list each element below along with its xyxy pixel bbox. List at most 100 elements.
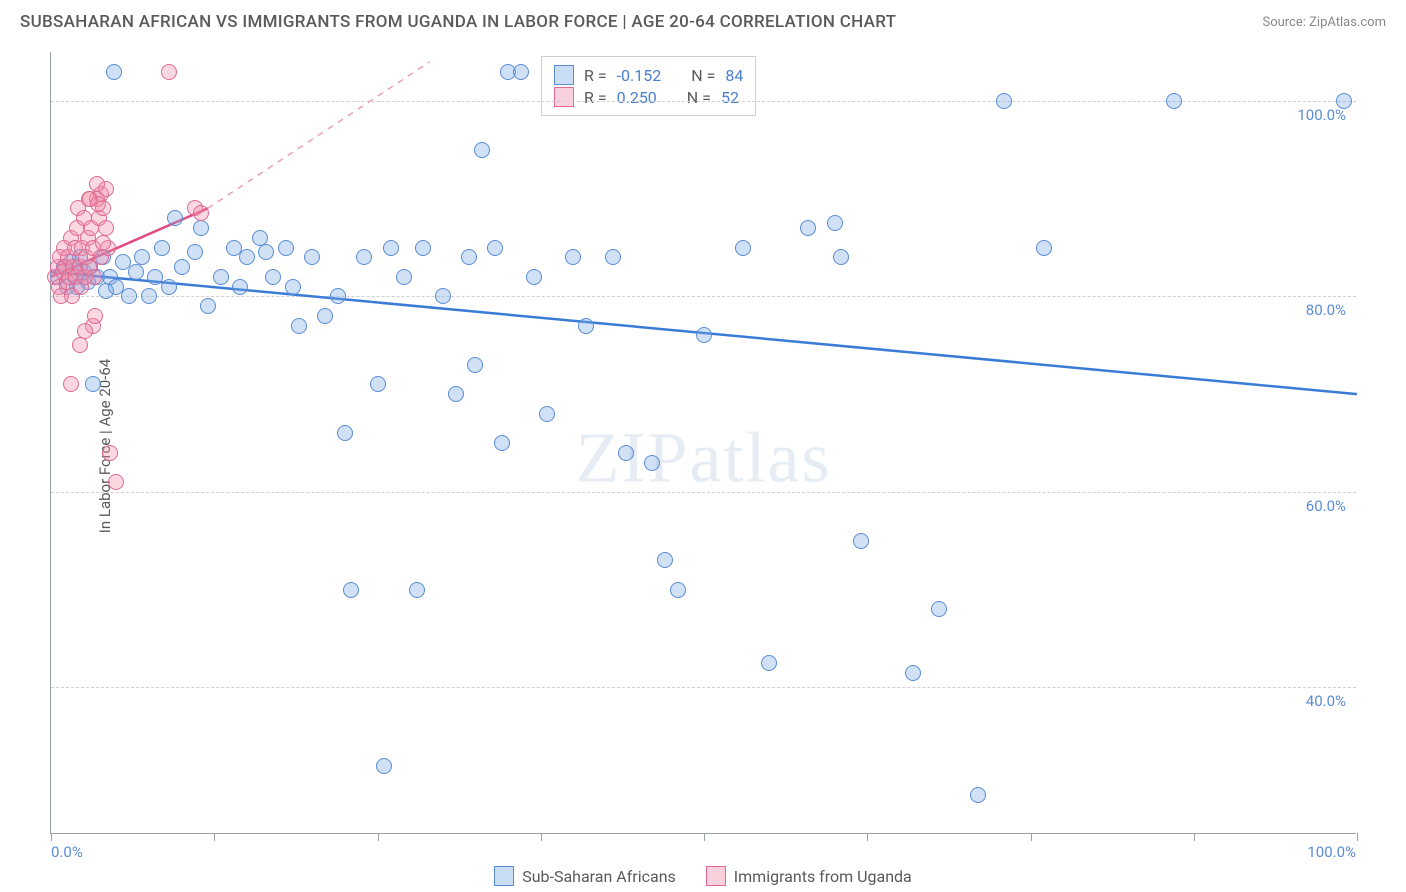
- data-point: [448, 386, 464, 402]
- data-point: [128, 264, 144, 280]
- data-point: [95, 235, 111, 251]
- data-point: [565, 249, 581, 265]
- data-point: [106, 64, 122, 80]
- y-tick-label: 40.0%: [1306, 692, 1346, 710]
- gridline: [51, 296, 1356, 297]
- source-attribution: Source: ZipAtlas.com: [1262, 15, 1386, 30]
- data-point: [931, 601, 947, 617]
- gridline: [51, 101, 1356, 102]
- data-point: [905, 665, 921, 681]
- data-point: [98, 220, 114, 236]
- x-tick: [867, 833, 868, 841]
- x-tick: [1194, 833, 1195, 841]
- x-tick-label: 100.0%: [1307, 843, 1356, 861]
- x-tick: [51, 833, 52, 841]
- r-value: 0.250: [617, 88, 657, 107]
- y-tick-label: 100.0%: [1297, 106, 1346, 124]
- y-tick-label: 60.0%: [1306, 497, 1346, 515]
- data-point: [141, 288, 157, 304]
- data-point: [265, 269, 281, 285]
- data-point: [343, 582, 359, 598]
- chart-header: SUBSAHARAN AFRICAN VS IMMIGRANTS FROM UG…: [0, 0, 1406, 40]
- swatch-pink-icon: [706, 866, 726, 886]
- data-point: [644, 455, 660, 471]
- data-point: [833, 249, 849, 265]
- data-point: [356, 249, 372, 265]
- data-point: [657, 552, 673, 568]
- data-point: [337, 425, 353, 441]
- legend-label: Immigrants from Uganda: [734, 867, 912, 886]
- data-point: [800, 220, 816, 236]
- r-label: R =: [584, 66, 607, 85]
- data-point: [187, 244, 203, 260]
- gridline: [51, 687, 1356, 688]
- n-label: N =: [687, 88, 711, 107]
- data-point: [200, 298, 216, 314]
- data-point: [174, 259, 190, 275]
- x-tick: [1357, 833, 1358, 841]
- data-point: [670, 582, 686, 598]
- data-point: [578, 318, 594, 334]
- data-point: [72, 337, 88, 353]
- data-point: [461, 249, 477, 265]
- x-tick: [541, 833, 542, 841]
- data-point: [1336, 93, 1352, 109]
- data-point: [134, 249, 150, 265]
- r-value: -0.152: [617, 66, 662, 85]
- data-point: [396, 269, 412, 285]
- data-point: [161, 64, 177, 80]
- data-point: [383, 240, 399, 256]
- data-point: [474, 142, 490, 158]
- data-point: [370, 376, 386, 392]
- legend-item: Sub-Saharan Africans: [494, 866, 676, 886]
- x-tick-label: 0.0%: [51, 843, 83, 861]
- source-label: Source:: [1262, 15, 1309, 30]
- chart-legend: Sub-Saharan Africans Immigrants from Uga…: [0, 866, 1406, 886]
- data-point: [415, 240, 431, 256]
- x-tick: [378, 833, 379, 841]
- x-tick: [214, 833, 215, 841]
- data-point: [87, 308, 103, 324]
- data-point: [213, 269, 229, 285]
- data-point: [1166, 93, 1182, 109]
- legend-item: Immigrants from Uganda: [706, 866, 912, 886]
- swatch-blue-icon: [494, 866, 514, 886]
- data-point: [330, 288, 346, 304]
- data-point: [996, 93, 1012, 109]
- data-point: [605, 249, 621, 265]
- legend-label: Sub-Saharan Africans: [522, 867, 676, 886]
- data-point: [853, 533, 869, 549]
- data-point: [761, 655, 777, 671]
- data-point: [696, 327, 712, 343]
- data-point: [63, 376, 79, 392]
- data-point: [409, 582, 425, 598]
- data-point: [513, 64, 529, 80]
- data-point: [258, 244, 274, 260]
- source-link[interactable]: ZipAtlas.com: [1309, 15, 1386, 30]
- n-label: N =: [691, 66, 715, 85]
- chart-title: SUBSAHARAN AFRICAN VS IMMIGRANTS FROM UG…: [20, 12, 896, 32]
- data-point: [108, 474, 124, 490]
- data-point: [435, 288, 451, 304]
- data-point: [89, 176, 105, 192]
- y-tick-label: 80.0%: [1306, 301, 1346, 319]
- data-point: [827, 215, 843, 231]
- swatch-pink-icon: [554, 87, 574, 107]
- swatch-blue-icon: [554, 65, 574, 85]
- data-point: [376, 758, 392, 774]
- n-value: 52: [721, 88, 739, 107]
- data-point: [1036, 240, 1052, 256]
- data-point: [526, 269, 542, 285]
- scatter-chart: ZIPatlas R = -0.152 N = 84 R = 0.250 N =…: [50, 52, 1356, 834]
- data-point: [252, 230, 268, 246]
- data-point: [193, 220, 209, 236]
- x-tick: [704, 833, 705, 841]
- n-value: 84: [725, 66, 743, 85]
- data-point: [291, 318, 307, 334]
- trendlines-layer: [51, 52, 1357, 834]
- x-tick: [1031, 833, 1032, 841]
- data-point: [154, 240, 170, 256]
- data-point: [90, 196, 106, 212]
- data-point: [167, 210, 183, 226]
- r-label: R =: [584, 88, 607, 107]
